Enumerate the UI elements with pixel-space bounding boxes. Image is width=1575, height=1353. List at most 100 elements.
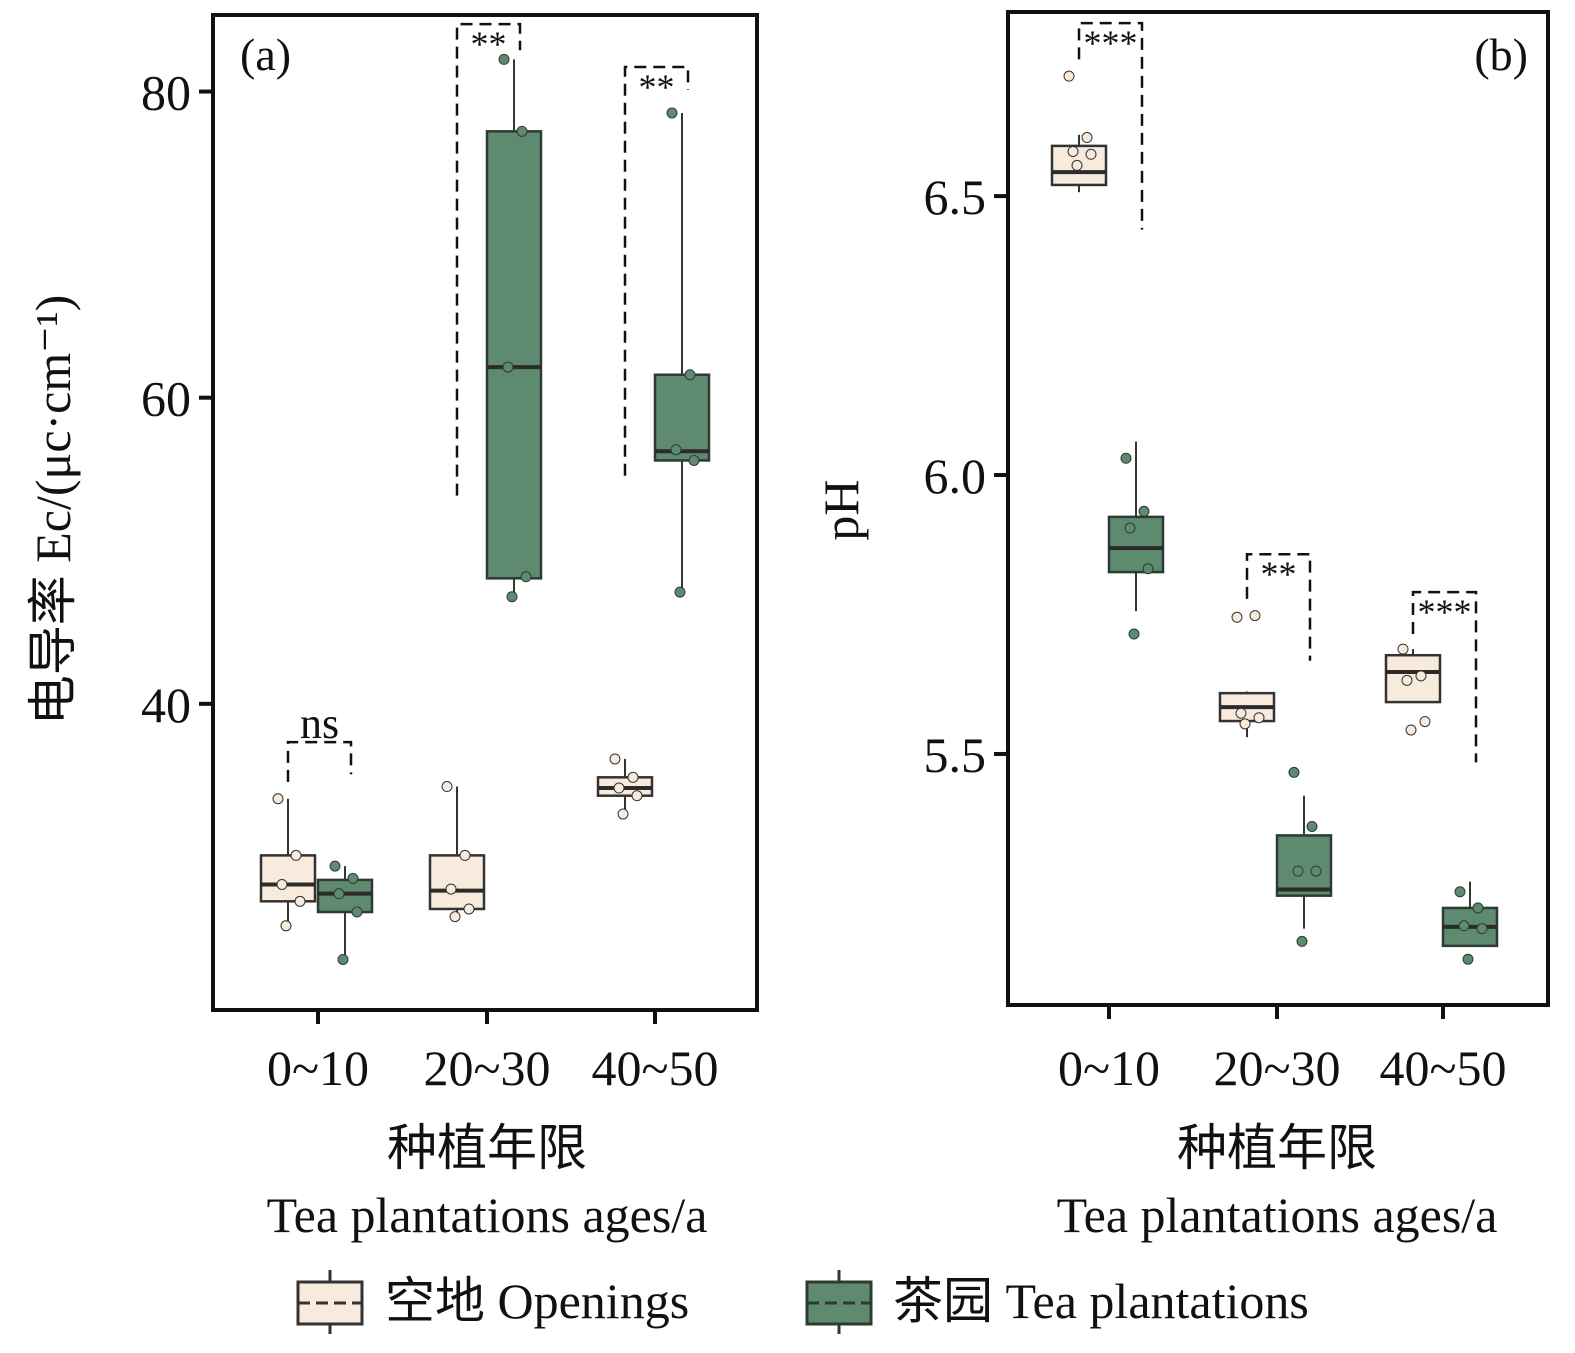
data-point — [520, 571, 532, 583]
x-tick-label: 0~10 — [267, 1040, 369, 1096]
data-point — [276, 878, 288, 890]
box-tea-40~50 — [653, 107, 711, 598]
significance-label: *** — [1418, 592, 1472, 632]
legend-label-tea: 茶园 Tea plantations — [893, 1273, 1309, 1329]
data-point — [463, 903, 475, 915]
x-tick-label: 20~30 — [423, 1040, 550, 1096]
data-point — [1397, 643, 1409, 655]
data-point — [1296, 935, 1308, 947]
significance-label: ** — [639, 67, 675, 107]
x-axis-label-cn: 种植年限 — [1177, 1120, 1377, 1176]
data-point — [1124, 522, 1136, 534]
bracket-line — [1077, 21, 1144, 230]
box-body — [1107, 515, 1165, 574]
data-point — [333, 888, 345, 900]
data-point — [1249, 610, 1261, 622]
significance-bracket: ** — [455, 22, 522, 496]
x-axis-label-cn: 种植年限 — [387, 1120, 587, 1176]
data-point — [516, 125, 528, 137]
significance-label: *** — [1084, 23, 1138, 63]
data-point — [1239, 718, 1251, 730]
box-openings-20~30 — [428, 781, 486, 923]
significance-bracket: ** — [623, 65, 690, 476]
data-point — [688, 454, 700, 466]
data-point — [1138, 505, 1150, 517]
legend-label-openings: 空地 Openings — [385, 1273, 689, 1329]
y-axis-label: 电导率 Ec/(μc·cm⁻¹) — [25, 295, 81, 726]
data-point — [1405, 724, 1417, 736]
legend-swatch-tea — [805, 1270, 873, 1334]
data-point — [1063, 70, 1075, 82]
data-point — [280, 920, 292, 932]
significance-label: ** — [471, 24, 507, 64]
legend-swatch-openings — [296, 1270, 364, 1334]
data-point — [459, 849, 471, 861]
box-body — [485, 130, 543, 580]
x-tick-label: 0~10 — [1058, 1040, 1160, 1096]
data-point — [1292, 865, 1304, 877]
x-tick-label: 40~50 — [591, 1040, 718, 1096]
data-point — [445, 883, 457, 895]
box-tea-0~10 — [1107, 441, 1165, 640]
data-point — [1142, 563, 1154, 575]
data-point — [1071, 159, 1083, 171]
significance-label: ns — [300, 699, 339, 748]
box-tea-20~30 — [1275, 766, 1333, 947]
y-tick-label: 60 — [141, 371, 191, 427]
box-openings-20~30 — [1218, 610, 1276, 738]
y-axis-label: pH — [813, 479, 869, 540]
bracket-line — [1411, 590, 1478, 763]
data-point — [1401, 674, 1413, 686]
box-tea-20~30 — [485, 53, 543, 603]
data-point — [1306, 820, 1318, 832]
box-openings-40~50 — [596, 753, 654, 820]
data-point — [1081, 132, 1093, 144]
bracket-line — [455, 22, 522, 496]
y-tick-label: 6.5 — [924, 169, 987, 225]
legend: 空地 Openings 茶园 Tea plantations — [296, 1270, 1309, 1334]
data-point — [449, 911, 461, 923]
box-openings-40~50 — [1384, 643, 1442, 736]
data-point — [329, 860, 341, 872]
x-tick-label: 20~30 — [1213, 1040, 1340, 1096]
panel-b: 5.5 6.0 6.5 0~10 20~30 40~50 (b) pH 种植年限 Tea plan… — [813, 10, 1550, 1243]
significance-label: ** — [1261, 554, 1297, 594]
data-point — [1415, 670, 1427, 682]
bracket-line — [286, 740, 353, 782]
data-point — [1476, 923, 1488, 935]
x-axis-label-en: Tea plantations ages/a — [267, 1187, 708, 1243]
data-point — [498, 53, 510, 65]
box-body — [316, 878, 374, 914]
data-point — [272, 793, 284, 805]
data-point — [666, 107, 678, 119]
data-point — [294, 895, 306, 907]
data-point — [631, 790, 643, 802]
panel-a: 40 60 80 0~10 20~30 40~50 (a) 电导率 Ec/(μc·cm⁻¹) 种… — [25, 13, 759, 1243]
data-point — [609, 753, 621, 765]
data-point — [1231, 611, 1243, 623]
data-point — [506, 591, 518, 603]
x-tick-label: 40~50 — [1379, 1040, 1506, 1096]
box-body — [428, 854, 486, 911]
data-point — [1235, 707, 1247, 719]
box-body — [1275, 834, 1333, 897]
box-tea-40~50 — [1441, 881, 1499, 965]
data-point — [1419, 716, 1431, 728]
data-point — [1288, 766, 1300, 778]
y-tick-label: 80 — [141, 65, 191, 121]
y-tick-label: 40 — [141, 677, 191, 733]
x-axis-label-en: Tea plantations ages/a — [1057, 1187, 1498, 1243]
data-point — [1253, 712, 1265, 724]
data-point — [290, 849, 302, 861]
box-body — [259, 854, 317, 903]
significance-bracket: *** — [1077, 21, 1144, 230]
box-body — [1384, 653, 1442, 704]
data-point — [627, 771, 639, 783]
data-point — [1067, 145, 1079, 157]
significance-bracket: ** — [1245, 552, 1312, 661]
box-openings-0~10 — [259, 793, 317, 932]
data-point — [617, 808, 629, 820]
data-point — [1120, 452, 1132, 464]
